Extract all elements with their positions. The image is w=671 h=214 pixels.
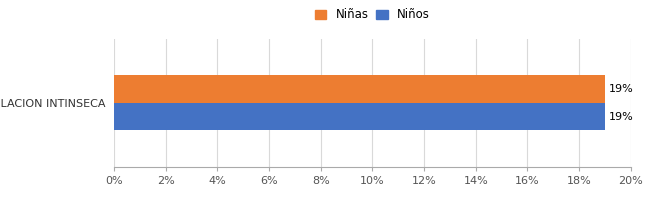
Bar [114, 103, 605, 130]
Text: 19%: 19% [609, 84, 633, 94]
Legend: Niñas, Niños: Niñas, Niños [315, 9, 430, 21]
Text: 19%: 19% [609, 111, 633, 122]
Bar [114, 75, 605, 103]
